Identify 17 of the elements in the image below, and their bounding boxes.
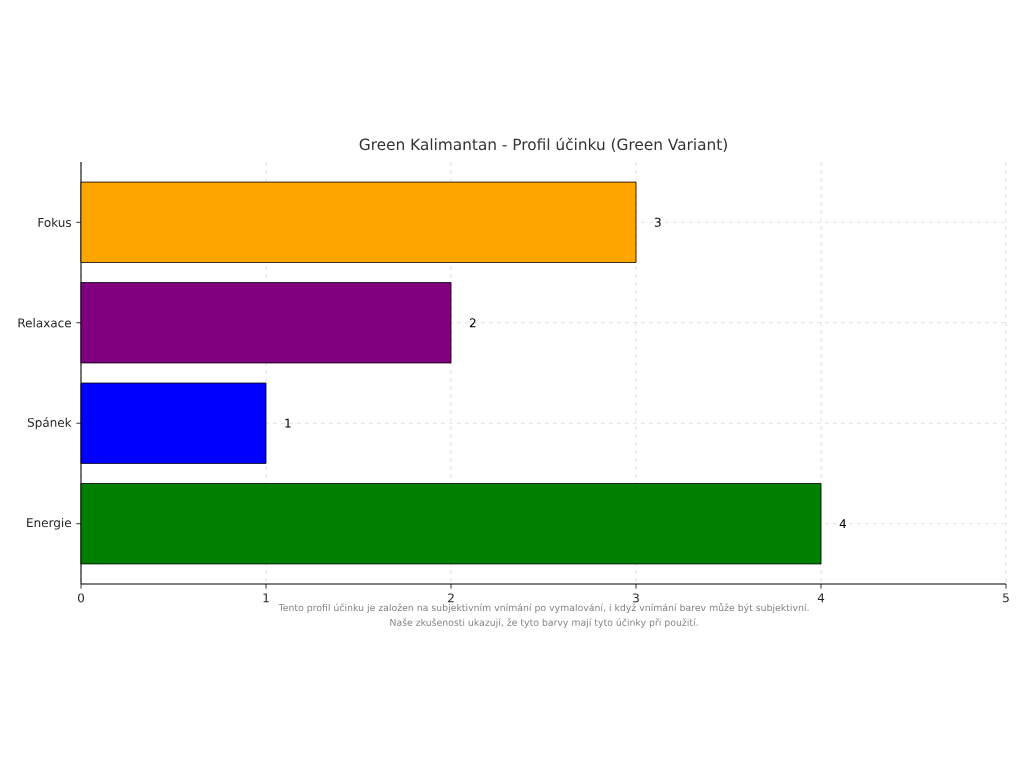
data-label: 4 [839, 519, 847, 529]
x-tick-label: 4 [817, 593, 825, 603]
data-label: 1 [285, 418, 291, 428]
x-tick-label: 0 [77, 593, 85, 603]
text: Tento profil účinku je založen na subjektivním vnímání po vymalování, i když vnímání barev může být subjektivní. [278, 603, 809, 613]
y-tick-label: Spánek [27, 417, 72, 430]
y-tick-label: Fokus [38, 217, 72, 227]
y-tick-label: Energie [27, 517, 72, 530]
text: Naše zkušenosti ukazují, že tyto barvy mají tyto účinky při použití. [390, 618, 698, 628]
x-tick-label: 2 [448, 593, 454, 603]
chart-title: Green Kalimantan - Profil účinku (Green Variant) [359, 137, 727, 152]
x-tick-label: 1 [263, 593, 269, 603]
data-label: 2 [469, 318, 476, 328]
x-tick-label: 3 [633, 593, 639, 603]
data-label: 3 [654, 217, 661, 227]
y-tick-label: Relaxace [18, 318, 72, 328]
x-tick-label: 5 [1003, 593, 1009, 603]
